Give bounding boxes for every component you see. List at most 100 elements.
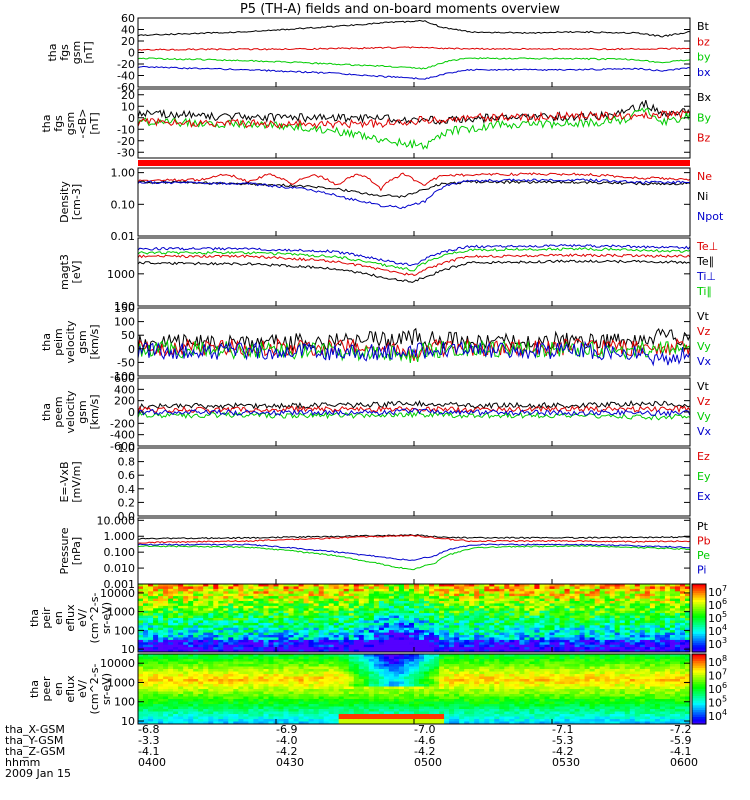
ephemeris-footer: tha_X-GSM -6.8 -6.9 -7.0 -7.1 -7.2 tha_Y-GSM -3… [5,723,698,780]
series-line-3 [138,247,690,272]
series-line-1 [138,46,690,51]
y-tick-label: 1000 [107,606,135,619]
panel-5: VtVzVyVx150100500-50-100thapeimvelocityg… [40,302,712,383]
panel-7: Ez Ey Ex 1.00.80.60.40.20.0 E=-VxB[mV/m] [58,442,711,523]
footer-value: -7.2 [670,723,691,736]
legend-entry: Te∥ [696,255,714,268]
series-line-1 [138,337,690,362]
legend-entry: Ez [697,450,710,463]
footer-value: -7.1 [552,723,573,736]
y-tick-label: 0 [128,343,135,356]
series-line-0 [138,399,690,410]
panel-3: Ne Ni Npot 1.00 0.10 0.01 Density[cm-3] [58,167,724,243]
y-tick-label: 200 [114,395,135,408]
legend-entry: Vy [697,410,711,423]
y-axis-label: thafgsgsm-<B>[nT] [40,109,101,139]
legend-entry: Npot [697,210,724,223]
legend-entry: Te⊥ [696,240,718,253]
series-line-2 [138,57,690,70]
y-tick-label: 10 [121,643,135,656]
y-tick-label: -50 [117,356,135,369]
y-axis-label: Density[cm-3] [58,181,83,223]
y-tick-label: 10.000 [97,514,136,527]
panel-frame [137,517,691,585]
series-line-1 [138,180,690,199]
series-line-3 [138,543,690,561]
legend-entry: Bz [697,132,711,145]
legend-entry: Vz [697,325,711,338]
y-tick-label: 20 [121,89,135,102]
y-tick-label: 40 [121,24,135,37]
y-axis-label: thapeirenefluxeV/(cm^2-s-sr-eV) [28,593,113,644]
series-line-1 [138,534,690,544]
series-lines [138,99,690,151]
legend-entry: bz [697,35,710,48]
series-line-3 [138,65,690,80]
y-axis-label: thapeerenefluxeV/(cm^2-s-sr-eV) [28,664,113,715]
y-tick-label: 0.8 [118,456,136,469]
series-line-0 [138,172,690,192]
y-tick-label: -10 [117,123,135,136]
footer-value: -3.3 [138,734,159,747]
y-tick-label: -400 [110,429,135,442]
legend-entry: Pt [697,520,709,533]
legend-entry: Pi [697,564,706,577]
series-line-2 [138,109,690,130]
series-line-2 [138,178,690,210]
footer-label: tha_Z-GSM [5,745,65,758]
y-tick-label: -60 [117,81,135,94]
series-line-0 [138,19,690,38]
footer-value: -4.6 [414,734,435,747]
series-lines [138,533,690,571]
y-tick-label: 0 [128,112,135,125]
legend-entry: Vx [697,425,712,438]
y-tick-label: -40 [117,70,135,83]
legend-entry: Bx [697,91,712,104]
legend-entry: Vy [697,340,711,353]
y-axis-label: E=-VxB[mV/m] [58,461,83,502]
footer-value: -4.0 [276,734,297,747]
y-tick-label: 600 [114,372,135,385]
legend-entry: Ni [697,190,708,203]
y-tick-label: 10 [121,715,135,728]
footer-value: 0530 [552,756,580,769]
quality-flag-bar [138,160,690,166]
series-lines [138,19,690,80]
footer-value: 0430 [276,756,304,769]
legend-entry: By [697,111,712,124]
footer-value: -6.9 [276,723,297,736]
footer-value: 0600 [670,756,698,769]
footer-value: -4.2 [414,745,435,758]
series-line-2 [138,544,690,571]
series-line-1 [138,259,690,284]
footer-value: -4.2 [276,745,297,758]
y-tick-label: 1000 [107,676,135,689]
legend-entry: bx [697,66,711,79]
series-line-0 [138,253,690,276]
footer-label: hhmm [5,756,40,769]
y-tick-label: -200 [110,417,135,430]
y-tick-label: 0.010 [104,562,136,575]
page-title: P5 (TH-A) fields and on-board moments ov… [240,2,560,17]
panel-frame [137,17,691,88]
y-tick-label: 400 [114,383,135,396]
y-tick-label: 100 [114,316,135,329]
legend-entry: Ex [697,490,711,503]
legend-entry: Ti∥ [696,285,712,298]
footer-value: -5.9 [670,734,691,747]
y-tick-label: 0.001 [104,578,136,591]
series-line-0 [138,327,690,353]
footer-label: tha_X-GSM [5,723,65,736]
series-line-2 [138,243,690,267]
series-line-1 [138,107,690,151]
series-line-0 [138,99,690,125]
footer-date: 2009 Jan 15 [5,767,71,780]
y-tick-label: 1.00 [111,167,136,180]
spectrogram [138,584,690,652]
y-tick-label: 0 [128,406,135,419]
footer-value: -4.2 [552,745,573,758]
